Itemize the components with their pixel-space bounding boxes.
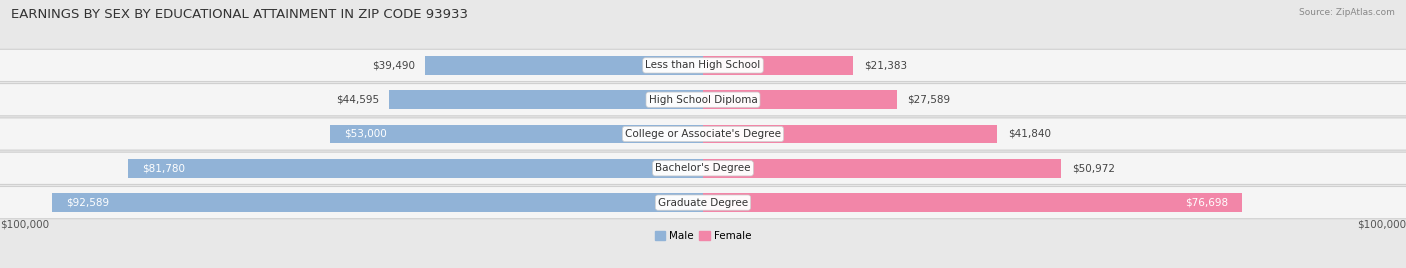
- Text: College or Associate's Degree: College or Associate's Degree: [626, 129, 780, 139]
- FancyBboxPatch shape: [0, 118, 1406, 150]
- FancyBboxPatch shape: [0, 187, 1406, 219]
- FancyBboxPatch shape: [0, 84, 1406, 116]
- Bar: [703, 193, 1241, 212]
- Text: Source: ZipAtlas.com: Source: ZipAtlas.com: [1299, 8, 1395, 17]
- Bar: [330, 125, 703, 143]
- Bar: [703, 90, 897, 109]
- Text: Graduate Degree: Graduate Degree: [658, 198, 748, 208]
- Text: $27,589: $27,589: [907, 95, 950, 105]
- Legend: Male, Female: Male, Female: [651, 227, 755, 245]
- Text: $39,490: $39,490: [371, 60, 415, 70]
- Bar: [389, 90, 703, 109]
- Text: Less than High School: Less than High School: [645, 60, 761, 70]
- Text: $41,840: $41,840: [1008, 129, 1050, 139]
- Text: EARNINGS BY SEX BY EDUCATIONAL ATTAINMENT IN ZIP CODE 93933: EARNINGS BY SEX BY EDUCATIONAL ATTAINMEN…: [11, 8, 468, 21]
- Text: High School Diploma: High School Diploma: [648, 95, 758, 105]
- Bar: [426, 56, 703, 75]
- Text: $81,780: $81,780: [142, 163, 186, 173]
- Bar: [703, 125, 997, 143]
- Text: $53,000: $53,000: [344, 129, 387, 139]
- Text: Bachelor's Degree: Bachelor's Degree: [655, 163, 751, 173]
- Text: $100,000: $100,000: [0, 220, 49, 230]
- Text: $100,000: $100,000: [1357, 220, 1406, 230]
- Text: $50,972: $50,972: [1071, 163, 1115, 173]
- Text: $21,383: $21,383: [863, 60, 907, 70]
- Text: $44,595: $44,595: [336, 95, 380, 105]
- FancyBboxPatch shape: [0, 49, 1406, 81]
- FancyBboxPatch shape: [0, 152, 1406, 184]
- Bar: [703, 56, 853, 75]
- Text: $92,589: $92,589: [66, 198, 110, 208]
- Bar: [703, 159, 1062, 178]
- Bar: [52, 193, 703, 212]
- Bar: [128, 159, 703, 178]
- Text: $76,698: $76,698: [1185, 198, 1227, 208]
